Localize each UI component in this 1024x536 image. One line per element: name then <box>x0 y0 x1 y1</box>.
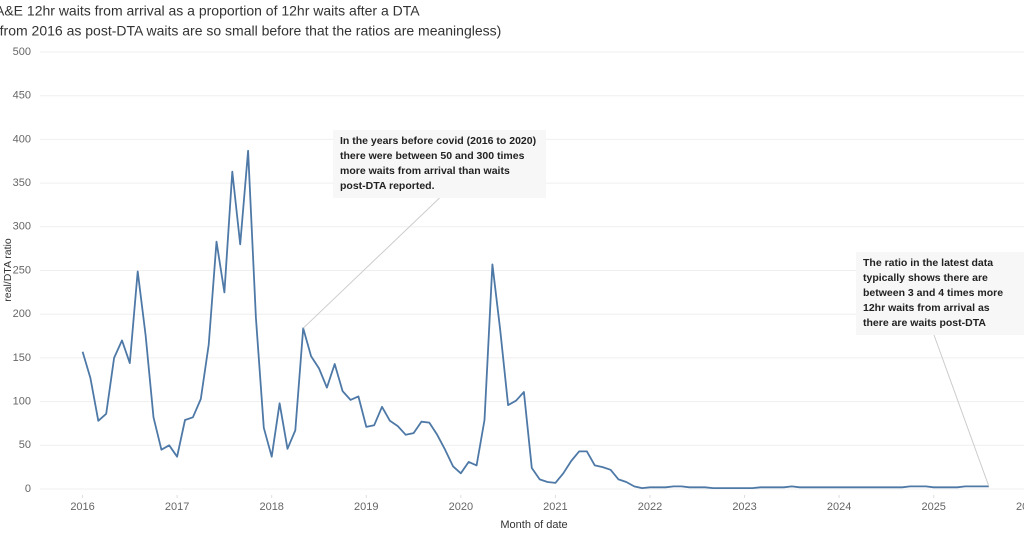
y-tick-label: 250 <box>13 264 31 276</box>
y-tick-label: 200 <box>13 308 31 320</box>
y-tick-label: 350 <box>13 177 31 189</box>
x-tick-label: 2016 <box>70 501 94 513</box>
x-tick-label: 2021 <box>543 501 567 513</box>
x-tick-label: 2024 <box>827 501 851 513</box>
y-tick-label: 0 <box>25 483 31 495</box>
annotation-text: The ratio in the latest data <box>863 257 993 269</box>
y-tick-label: 300 <box>13 221 31 233</box>
annotation-leader <box>302 197 440 329</box>
annotation-text: there were between 50 and 300 times <box>340 150 525 162</box>
annotation-text: more waits from arrival than waits <box>340 165 510 177</box>
chart-subtitle: (from 2016 as post-DTA waits are so smal… <box>0 23 501 39</box>
y-tick-label: 500 <box>13 46 31 58</box>
annotation-box <box>856 252 1024 335</box>
annotation-text: In the years before covid (2016 to 2020) <box>340 135 536 147</box>
y-tick-label: 450 <box>13 90 31 102</box>
chart-title: A&E 12hr waits from arrival as a proport… <box>0 3 420 19</box>
data-line <box>81 149 989 489</box>
x-tick-label: 2018 <box>259 501 283 513</box>
annotation-text: between 3 and 4 times more <box>863 287 1003 299</box>
annotation-leader <box>933 334 990 487</box>
x-tick-label: 2022 <box>638 501 662 513</box>
x-tick-label: 2017 <box>165 501 189 513</box>
annotation-text: typically shows there are <box>863 272 988 284</box>
y-axis-label: real/DTA ratio <box>2 238 14 302</box>
x-tick-label: 2020 <box>449 501 473 513</box>
x-tick-label: 2019 <box>354 501 378 513</box>
annotation-text: post-DTA reported. <box>340 180 435 192</box>
x-tick-label: 2025 <box>921 501 945 513</box>
y-tick-label: 150 <box>13 352 31 364</box>
y-tick-label: 400 <box>13 133 31 145</box>
x-tick-label: 2023 <box>732 501 756 513</box>
y-tick-label: 50 <box>19 439 31 451</box>
annotation-text: there are waits post-DTA <box>863 317 986 329</box>
x-tick-label: 2026 <box>1016 501 1024 513</box>
annotation-text: 12hr waits from arrival as <box>863 302 990 314</box>
annotation-box <box>333 130 546 198</box>
x-axis-label: Month of date <box>500 519 567 531</box>
y-tick-label: 100 <box>13 396 31 408</box>
